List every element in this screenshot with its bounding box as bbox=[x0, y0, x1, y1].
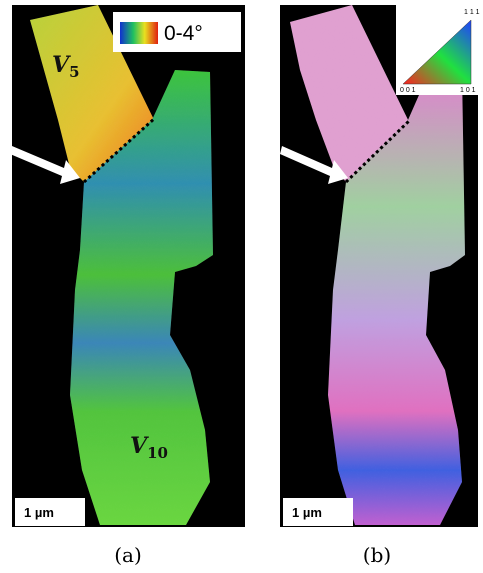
caption: (b) bbox=[363, 543, 391, 567]
triangle-top: 1 1 1 bbox=[464, 9, 480, 16]
v-subscript: 10 bbox=[147, 444, 168, 462]
caption: (a) bbox=[114, 543, 142, 567]
legend-label: 0-4° bbox=[164, 22, 203, 45]
scale-bar: 1 µm bbox=[24, 505, 54, 520]
triangle-left: 0 0 1 bbox=[400, 87, 416, 94]
colorbar bbox=[120, 22, 158, 44]
v-subscript: 5 bbox=[69, 63, 79, 81]
page: V5 V10 0-4° 1 µm (a) 1 1 1 0 0 1 1 0 1 1… bbox=[0, 0, 483, 573]
triangle-right: 1 0 1 bbox=[460, 87, 476, 94]
scale-bar: 1 µm bbox=[292, 505, 322, 520]
figure: V5 V10 0-4° 1 µm (a) 1 1 1 0 0 1 1 0 1 1… bbox=[0, 0, 483, 573]
